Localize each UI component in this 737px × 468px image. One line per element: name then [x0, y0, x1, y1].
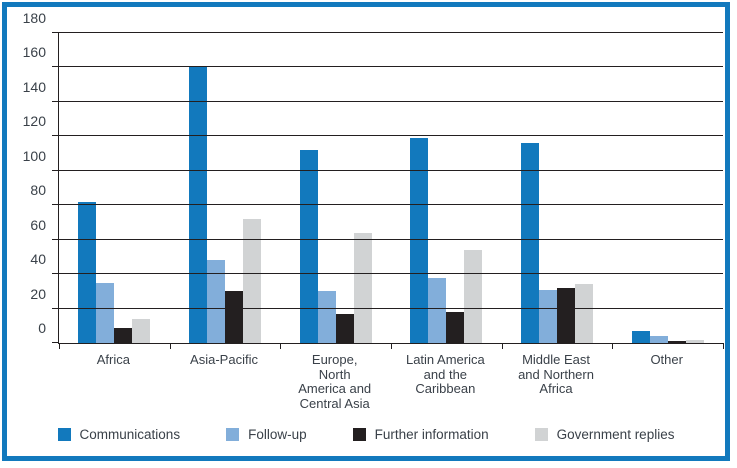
legend-label-communications: Communications: [79, 427, 181, 442]
bar-communications: [78, 201, 97, 343]
y-tick-label-20: 20: [30, 286, 46, 302]
x-category-label-latin-america: Latin America and the Caribbean: [405, 352, 485, 397]
legend-label-follow-up: Follow-up: [248, 427, 307, 442]
bar-groups: [59, 33, 723, 343]
bar-follow-up: [428, 277, 447, 343]
bar-group-africa: [59, 33, 170, 343]
legend-item-communications: Communications: [57, 427, 181, 442]
y-tick-label-120: 120: [22, 113, 46, 129]
bar-further-information: [667, 341, 686, 343]
x-tick-5: [612, 343, 613, 349]
x-tick-1: [170, 343, 171, 349]
bar-government-replies: [575, 284, 594, 343]
gridline-40: [59, 273, 723, 274]
bar-government-replies: [243, 219, 261, 343]
y-tick-label-0: 0: [38, 320, 46, 336]
x-category-label-asia-pacific: Asia-Pacific: [190, 352, 258, 367]
legend-swatch-communications: [57, 428, 71, 441]
bar-follow-up: [317, 291, 336, 343]
x-category-label-middle-east: Middle East and Northern Africa: [518, 352, 594, 397]
bar-follow-up: [96, 282, 115, 343]
bar-government-replies: [685, 339, 704, 343]
gridline-140: [59, 101, 723, 102]
x-tick-6: [723, 343, 724, 349]
bar-further-information: [225, 291, 243, 343]
legend-swatch-follow-up: [226, 428, 240, 441]
y-tick-label-140: 140: [22, 79, 46, 95]
gridline-120: [59, 135, 723, 136]
bar-group-middle-east: [502, 33, 613, 343]
bar-chart: 0 20 40 60 80 100 120 140 160 180 Africa Asia-Paci…: [7, 7, 725, 456]
y-tick-label-40: 40: [30, 251, 46, 267]
x-category-label-other: Other: [650, 352, 683, 367]
y-tick-20: [52, 308, 59, 309]
legend-swatch-further-information: [352, 428, 366, 441]
x-axis-labels: Africa Asia-Pacific Europe, North America …: [58, 349, 722, 411]
y-tick-140: [52, 101, 59, 102]
legend-swatch-government-replies: [534, 428, 548, 441]
legend: Communications Follow-up Further informati…: [7, 427, 725, 442]
legend-item-government-replies: Government replies: [534, 427, 675, 442]
x-tick-2: [280, 343, 281, 349]
bar-follow-up: [649, 336, 668, 343]
gridline-180: [59, 32, 723, 33]
bar-further-information: [335, 313, 354, 343]
y-tick-60: [52, 239, 59, 240]
bar-communications: [631, 330, 650, 343]
x-category-label-europe: Europe, North America and Central Asia: [298, 352, 372, 411]
bar-further-information: [446, 312, 465, 343]
y-tick-120: [52, 135, 59, 136]
gridline-100: [59, 170, 723, 171]
bar-group-europe: [280, 33, 391, 343]
y-tick-label-60: 60: [30, 217, 46, 233]
x-tick-3: [391, 343, 392, 349]
bar-government-replies: [132, 318, 151, 343]
bar-government-replies: [353, 232, 372, 343]
y-tick-label-180: 180: [22, 10, 46, 26]
x-category-label-africa: Africa: [96, 352, 130, 367]
bar-follow-up: [539, 289, 558, 343]
gridline-80: [59, 204, 723, 205]
y-tick-0: [52, 342, 59, 343]
legend-label-further-information: Further information: [374, 427, 489, 442]
bar-communications: [410, 138, 429, 343]
gridline-20: [59, 308, 723, 309]
x-tick-4: [502, 343, 503, 349]
x-tick-0: [59, 343, 60, 349]
chart-frame: 0 20 40 60 80 100 120 140 160 180 Africa Asia-Paci…: [2, 2, 730, 461]
gridline-160: [59, 66, 723, 67]
y-tick-100: [52, 170, 59, 171]
legend-item-further-information: Further information: [352, 427, 489, 442]
legend-item-follow-up: Follow-up: [226, 427, 307, 442]
bar-communications: [521, 143, 540, 343]
bar-further-information: [557, 287, 576, 343]
y-tick-label-160: 160: [22, 44, 46, 60]
y-tick-label-80: 80: [30, 182, 46, 198]
bar-group-latin-america: [391, 33, 502, 343]
bar-group-other: [612, 33, 723, 343]
y-tick-label-100: 100: [22, 148, 46, 164]
bar-group-asia-pacific: [170, 33, 281, 343]
bar-communications: [299, 150, 318, 343]
y-tick-160: [52, 66, 59, 67]
y-tick-180: [52, 32, 59, 33]
gridline-60: [59, 239, 723, 240]
y-tick-40: [52, 273, 59, 274]
plot-area: 0 20 40 60 80 100 120 140 160 180: [23, 10, 724, 349]
bar-government-replies: [464, 250, 483, 343]
bar-follow-up: [207, 260, 225, 343]
bar-further-information: [114, 327, 133, 343]
legend-label-government-replies: Government replies: [556, 427, 675, 442]
y-tick-80: [52, 204, 59, 205]
